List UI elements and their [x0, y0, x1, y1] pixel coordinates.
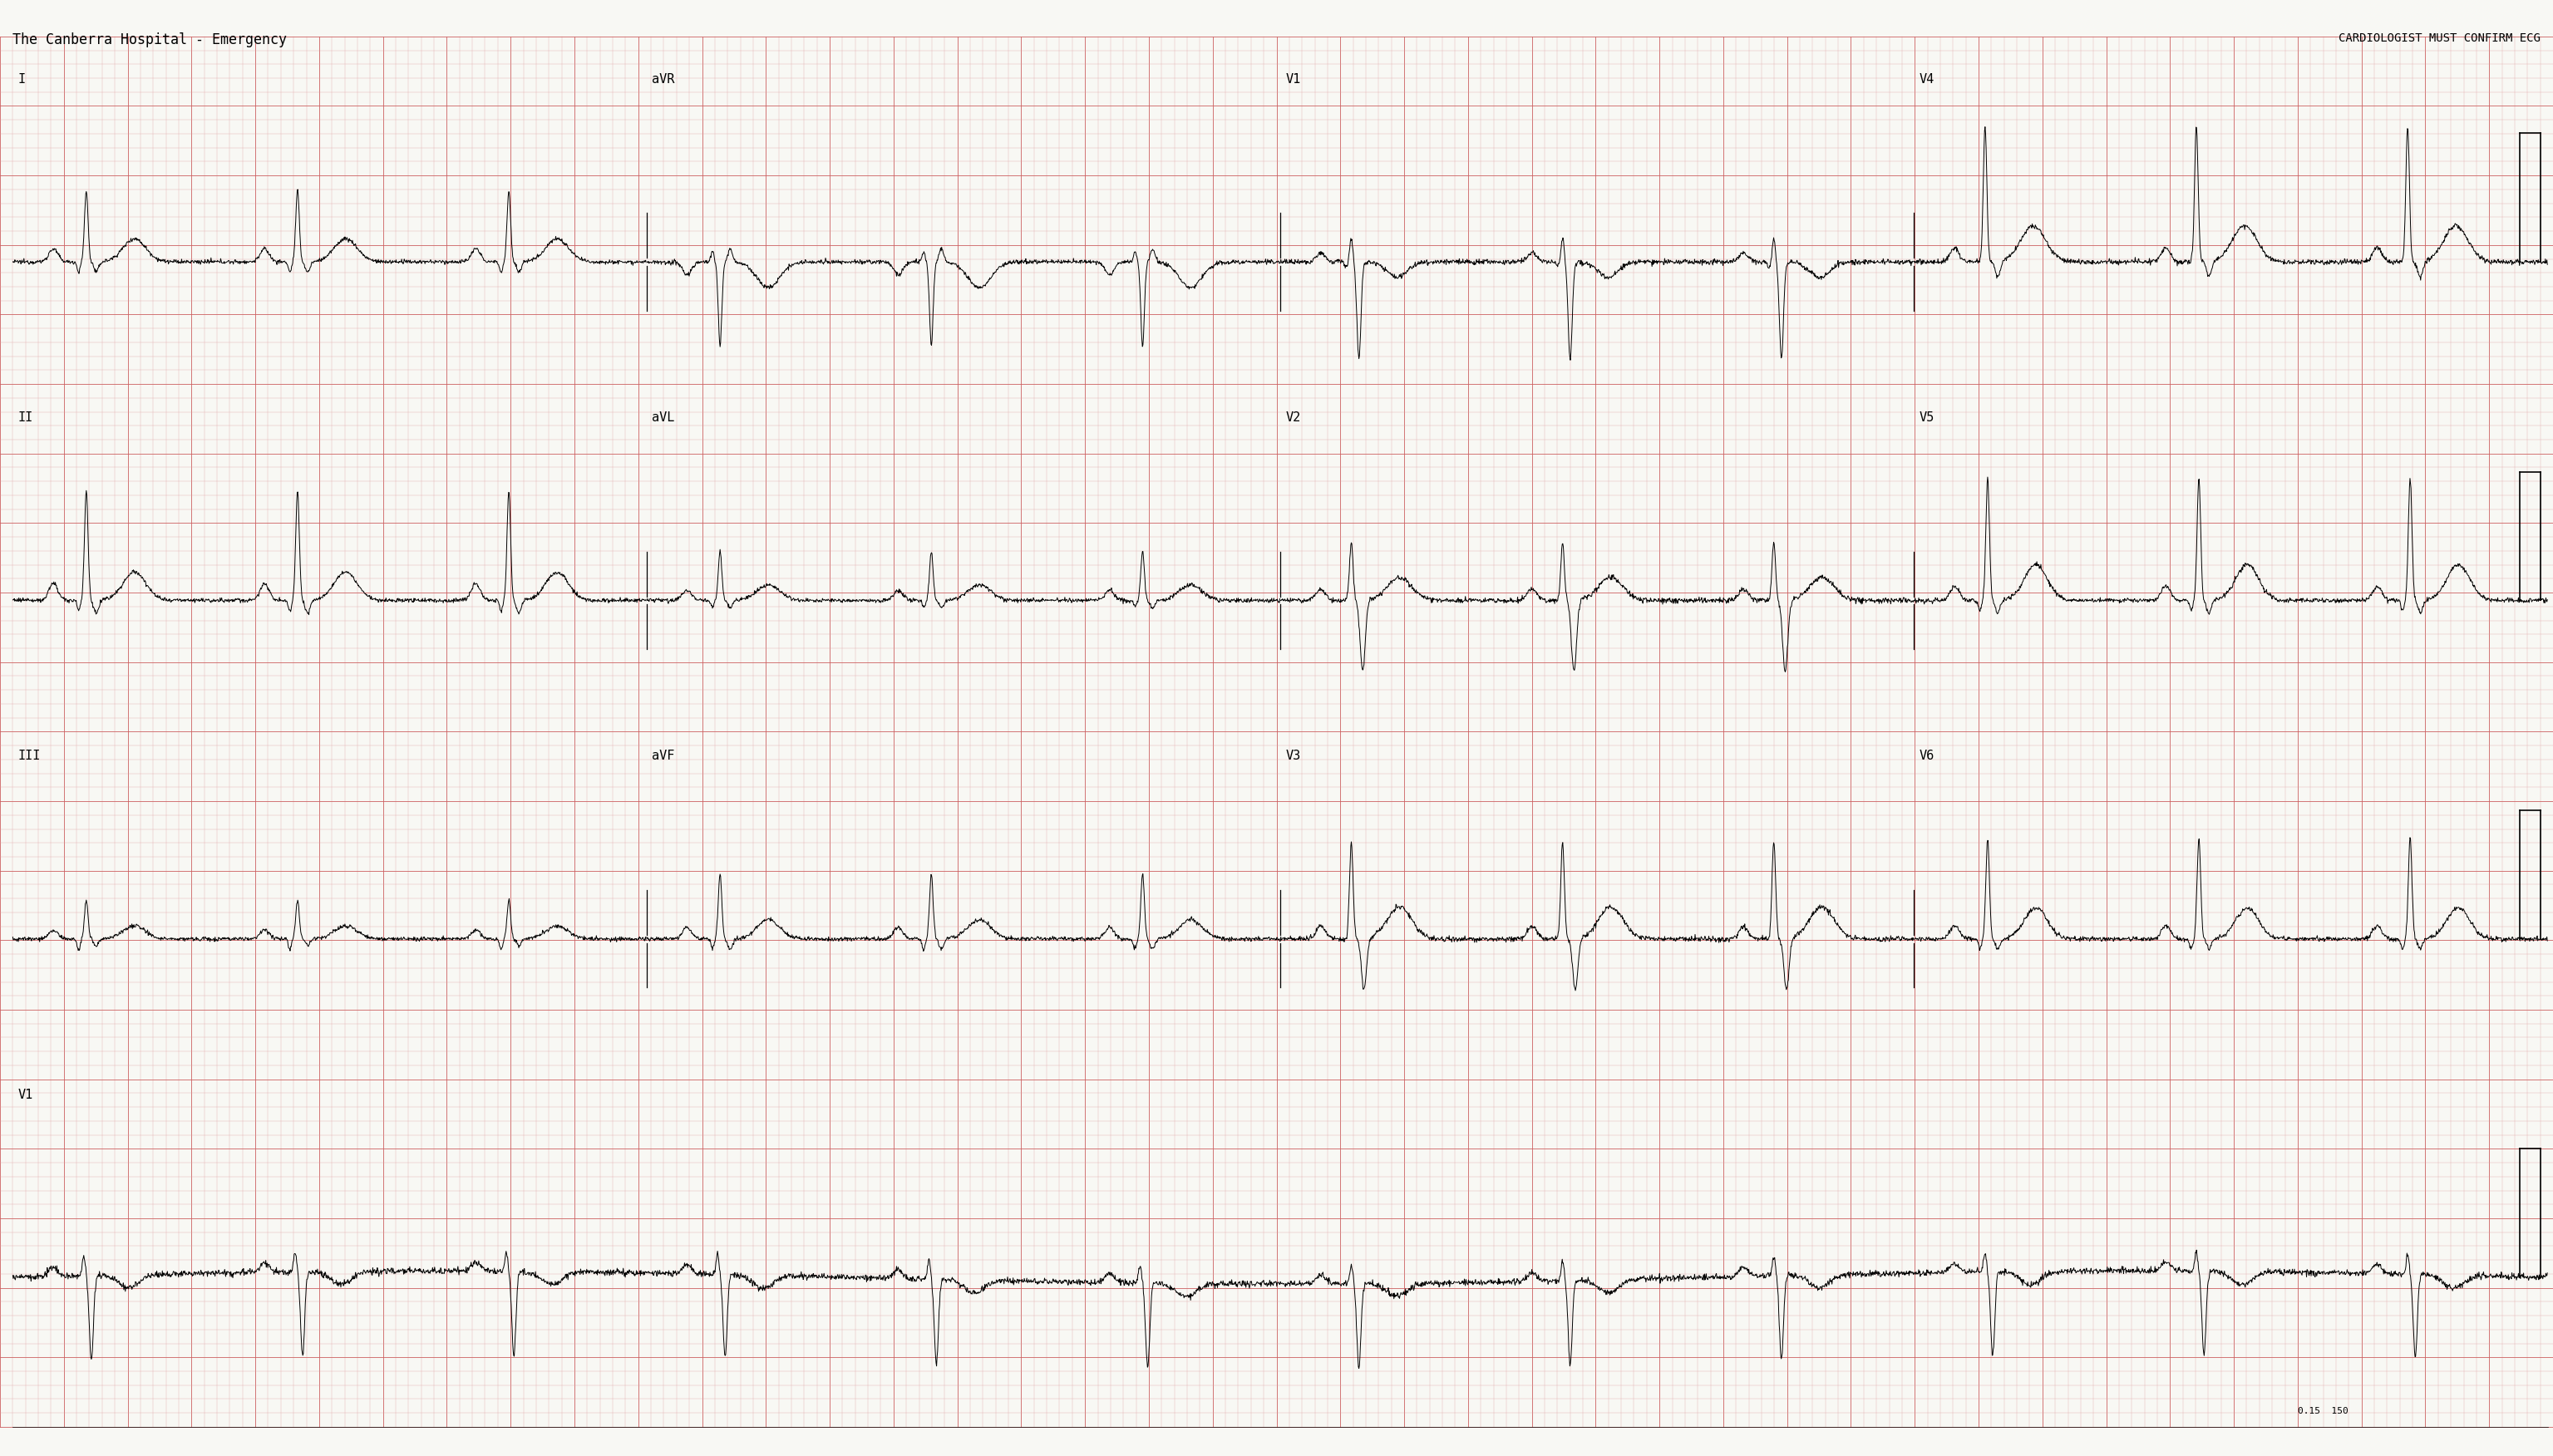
Text: 0.15  150: 0.15 150 — [2298, 1406, 2349, 1415]
Text: I: I — [18, 73, 26, 86]
Text: II: II — [18, 412, 33, 424]
Text: V3: V3 — [1287, 750, 1299, 763]
Text: aVL: aVL — [651, 412, 674, 424]
Text: V2: V2 — [1287, 412, 1299, 424]
Text: V5: V5 — [1920, 412, 1935, 424]
Text: aVR: aVR — [651, 73, 674, 86]
Text: V6: V6 — [1920, 750, 1935, 763]
Text: The Canberra Hospital - Emergency: The Canberra Hospital - Emergency — [13, 32, 286, 47]
Text: III: III — [18, 750, 41, 763]
Text: V1: V1 — [1287, 73, 1299, 86]
Text: V1: V1 — [18, 1089, 33, 1101]
Text: V4: V4 — [1920, 73, 1935, 86]
Text: aVF: aVF — [651, 750, 674, 763]
Text: CARDIOLOGIST MUST CONFIRM ECG: CARDIOLOGIST MUST CONFIRM ECG — [2339, 32, 2540, 44]
